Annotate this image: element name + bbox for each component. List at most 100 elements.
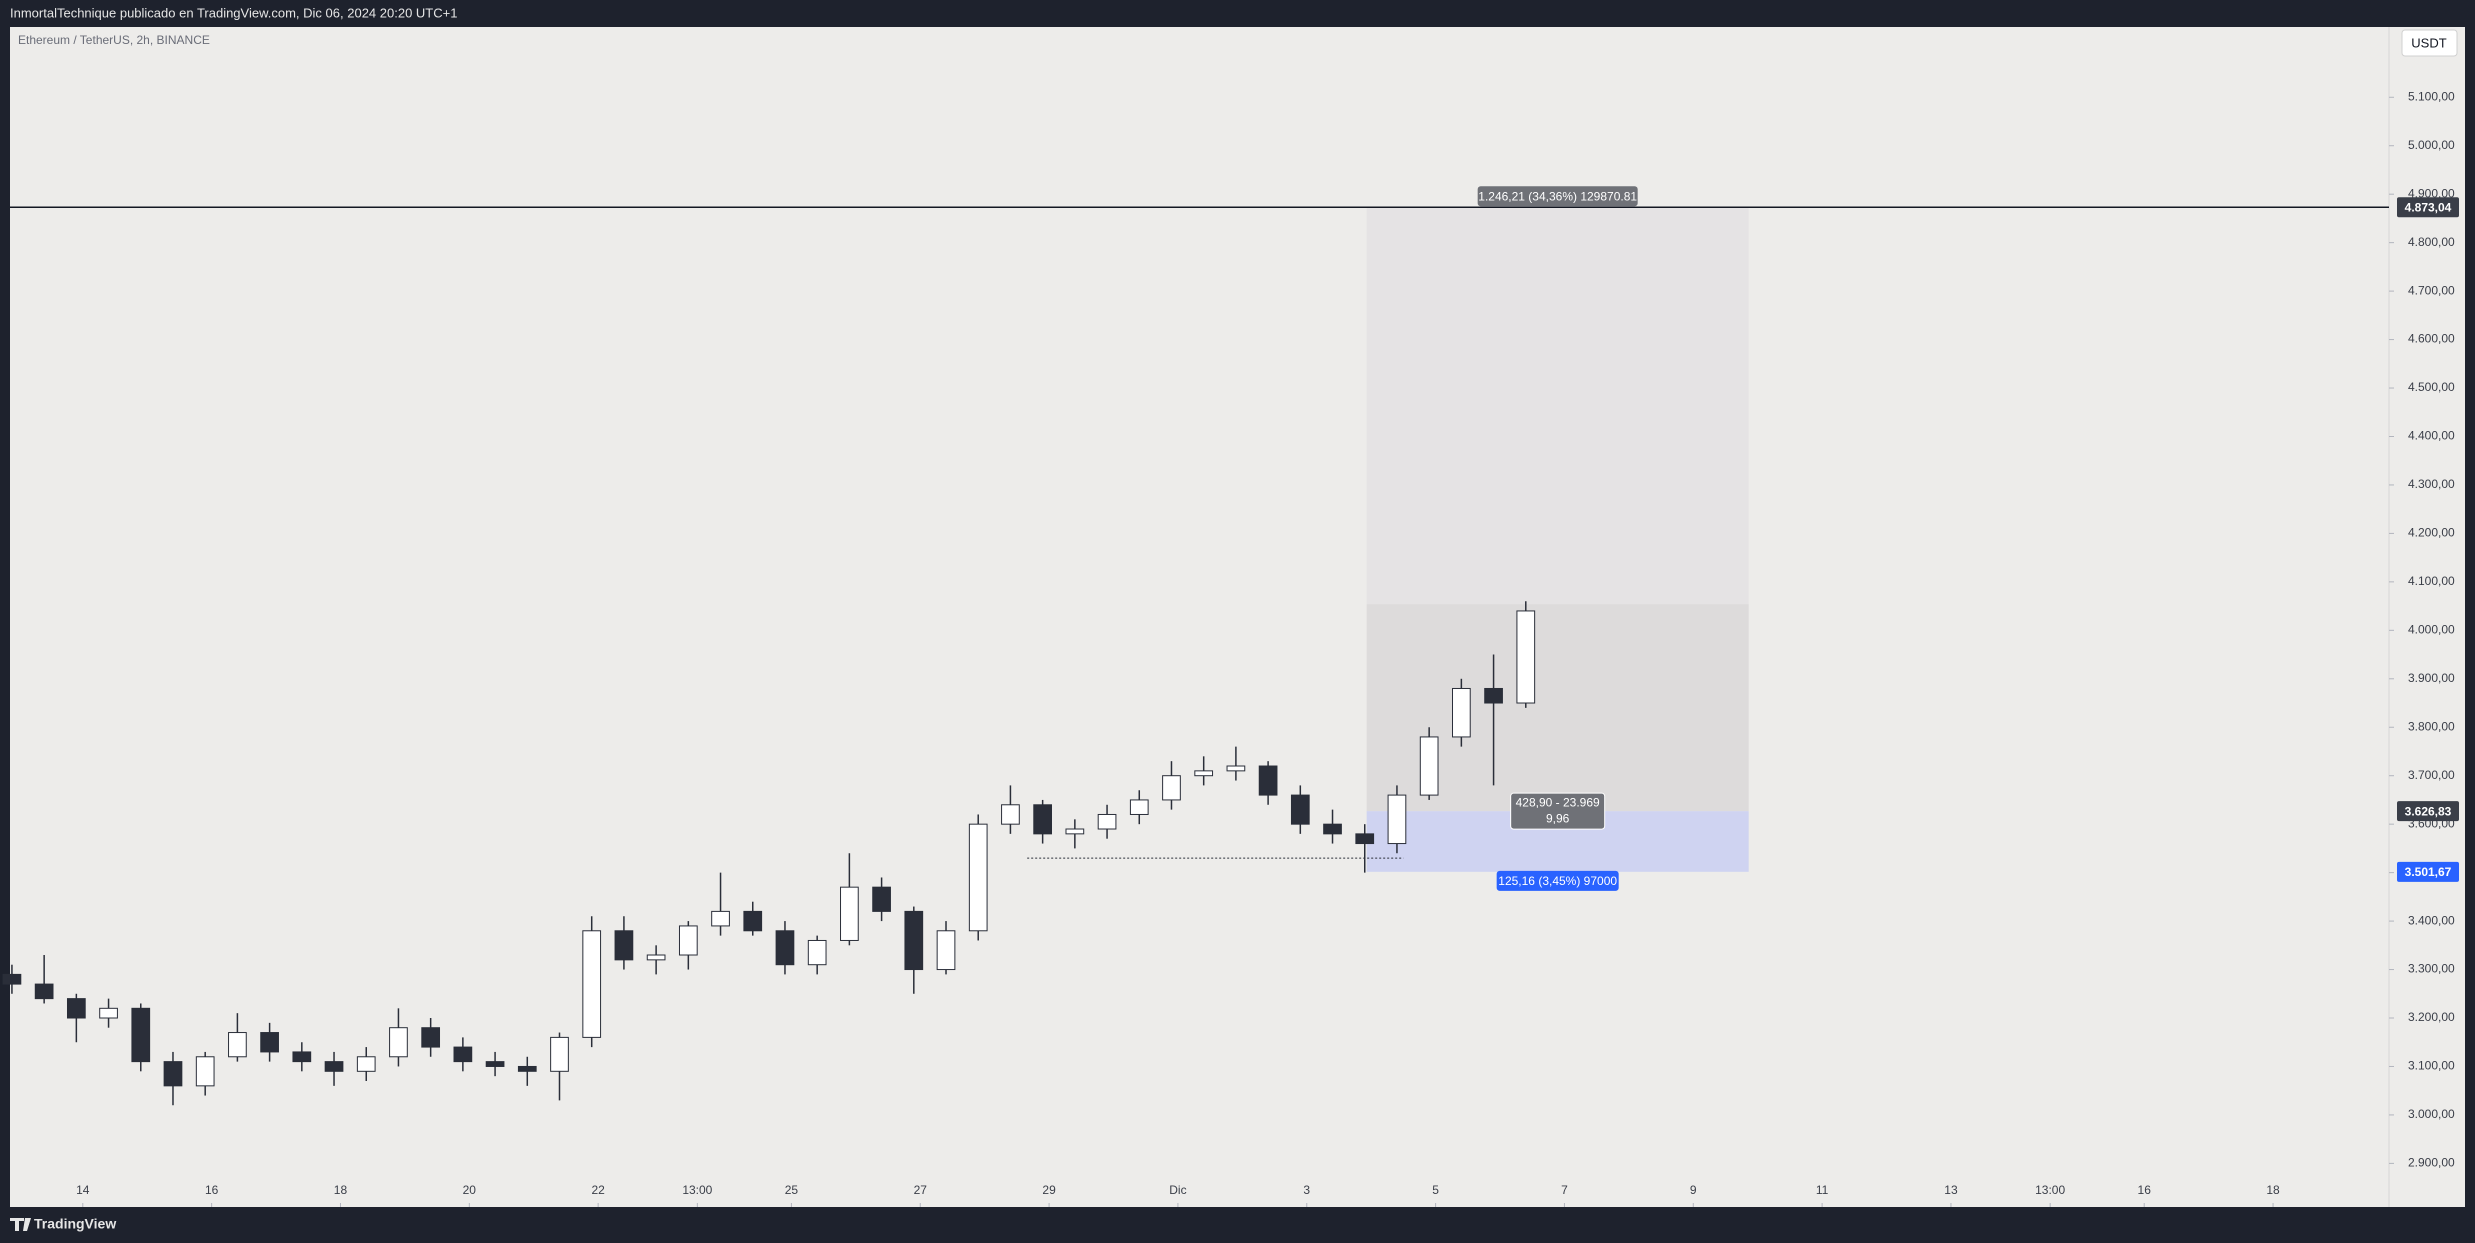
candle-body <box>292 1051 312 1063</box>
y-tick-label: 4.700,00 <box>2408 283 2455 297</box>
x-tick-label: 13:00 <box>2035 1183 2065 1197</box>
y-tick-label: 3.300,00 <box>2408 962 2455 976</box>
target-label: 1.246,21 (34,36%) 129870.81 <box>1478 189 1637 203</box>
x-tick-label: 18 <box>334 1183 348 1197</box>
candle-body <box>131 1007 151 1063</box>
candle-body <box>1452 687 1471 738</box>
candle-body <box>646 954 666 961</box>
candle-body <box>711 910 730 927</box>
candle-body <box>1323 823 1342 835</box>
candle-body <box>1162 775 1181 801</box>
candle-body <box>678 925 698 956</box>
candle-body <box>1226 765 1246 772</box>
x-tick-label: 22 <box>591 1183 605 1197</box>
x-tick-label: 3 <box>1303 1183 1310 1197</box>
y-tick-label: 4.500,00 <box>2408 380 2455 394</box>
y-tick-label: 3.900,00 <box>2408 671 2455 685</box>
x-tick-label: 11 <box>1816 1183 1829 1197</box>
x-tick-label: 27 <box>914 1183 928 1197</box>
chart-area <box>10 27 2465 1207</box>
candle-body <box>260 1032 279 1053</box>
price-label: 3.501,67 <box>2405 865 2452 879</box>
candle-body <box>1065 828 1085 835</box>
candle-body <box>34 983 54 1000</box>
center-label: 9,96 <box>1546 811 1570 825</box>
currency: USDT <box>2411 35 2446 50</box>
y-tick-label: 4.400,00 <box>2408 429 2455 443</box>
y-tick-label: 3.400,00 <box>2408 913 2455 927</box>
center-label: 428,90 - 23.969 <box>1516 795 1600 809</box>
price-label-box <box>2397 801 2459 822</box>
candle-body <box>968 823 988 932</box>
candle-body <box>66 998 86 1019</box>
candle-body <box>195 1056 215 1087</box>
candle-body <box>743 910 763 932</box>
price-label: 4.873,04 <box>2405 200 2452 214</box>
publisher: InmortalTechnique publicado en TradingVi… <box>10 5 457 20</box>
candle-body <box>228 1032 247 1058</box>
candle-body <box>1001 804 1020 825</box>
candle-body <box>1387 794 1407 845</box>
candle-body <box>872 886 891 912</box>
candle-body <box>389 1027 408 1058</box>
y-tick-label: 4.300,00 <box>2408 477 2455 491</box>
candle-body <box>1258 765 1278 796</box>
price-label-box <box>2397 197 2459 218</box>
footer-brand: TradingView <box>34 1216 116 1232</box>
tv-logo <box>10 1218 31 1231</box>
candle-body <box>517 1065 537 1072</box>
candle-body <box>840 886 859 941</box>
price-label-box <box>2397 861 2459 882</box>
candle-body <box>1194 770 1214 777</box>
candle-body <box>1484 687 1503 704</box>
candle-body <box>807 939 827 966</box>
x-tick-label: Dic <box>1169 1183 1186 1197</box>
x-tick-label: 25 <box>785 1183 799 1197</box>
price-label: 3.626,83 <box>2405 804 2452 818</box>
candle-body <box>1516 610 1536 704</box>
x-tick-label: 14 <box>76 1183 90 1197</box>
candle-body <box>936 930 956 971</box>
candle-body <box>1129 799 1149 815</box>
target-zone <box>1366 207 1749 605</box>
candle-body <box>1419 736 1439 796</box>
y-tick-label: 5.100,00 <box>2408 89 2455 103</box>
candle-body <box>614 930 634 961</box>
x-tick-label: 29 <box>1042 1183 1056 1197</box>
x-tick-label: 5 <box>1432 1183 1439 1197</box>
y-tick-label: 4.600,00 <box>2408 332 2455 346</box>
y-tick-label: 4.800,00 <box>2408 235 2455 249</box>
currency-box[interactable] <box>2401 29 2458 57</box>
x-tick-label: 18 <box>2266 1183 2280 1197</box>
candle-body <box>2 973 22 985</box>
y-tick-label: 2.900,00 <box>2408 1156 2455 1170</box>
stop-label-box <box>1496 870 1619 891</box>
symbol-title: Ethereum / TetherUS, 2h, BINANCE <box>18 33 210 47</box>
candle-body <box>324 1061 344 1072</box>
x-tick-label: 20 <box>463 1183 477 1197</box>
x-tick-label: 9 <box>1690 1183 1697 1197</box>
candle-body <box>421 1027 441 1048</box>
candle-body <box>1097 813 1117 830</box>
y-tick-label: 3.000,00 <box>2408 1107 2455 1121</box>
y-tick-label: 3.800,00 <box>2408 719 2455 733</box>
y-tick-label: 4.200,00 <box>2408 526 2455 540</box>
candle-body <box>99 1007 118 1019</box>
candle-body <box>582 930 602 1038</box>
y-tick-label: 3.100,00 <box>2408 1059 2455 1073</box>
y-tick-label: 3.700,00 <box>2408 768 2455 782</box>
y-tick-label: 4.900,00 <box>2408 186 2455 200</box>
target-label-box <box>1477 186 1638 207</box>
candle-body <box>904 910 924 971</box>
x-tick-label: 7 <box>1561 1183 1568 1197</box>
y-tick-label: 4.100,00 <box>2408 574 2455 588</box>
candle-body <box>1355 833 1375 845</box>
x-tick-label: 13 <box>1944 1183 1958 1197</box>
candle-body <box>1290 794 1310 825</box>
y-tick-label: 4.000,00 <box>2408 622 2455 636</box>
candle-body <box>163 1061 183 1087</box>
candle-body <box>550 1036 569 1072</box>
candle-body <box>453 1046 473 1063</box>
